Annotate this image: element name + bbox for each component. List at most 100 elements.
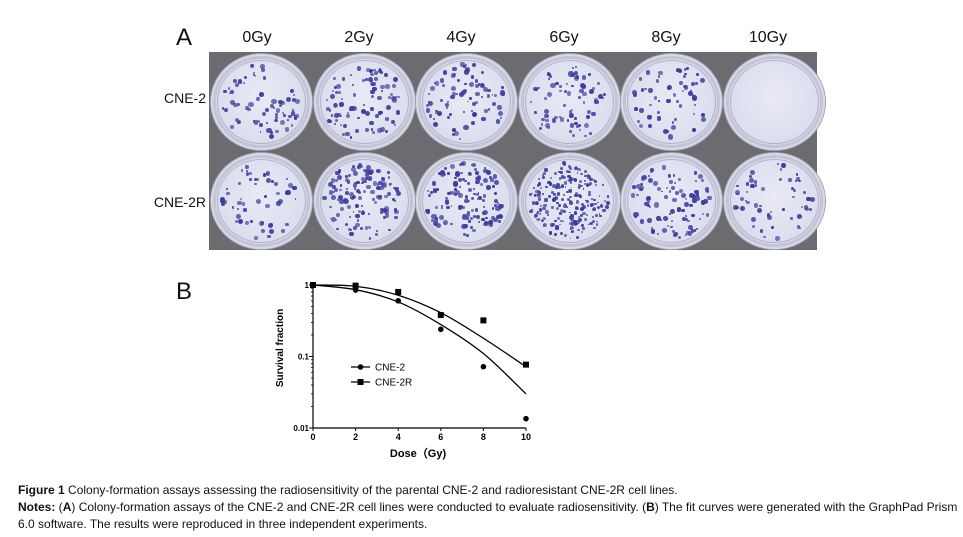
colony-dot bbox=[705, 190, 709, 193]
colony-dot bbox=[582, 205, 587, 210]
colony-dot bbox=[263, 194, 267, 198]
colony-dot bbox=[482, 194, 487, 198]
colony-dot bbox=[340, 97, 344, 101]
colony-dot bbox=[475, 215, 481, 220]
colony-dot bbox=[446, 106, 449, 109]
colony-dot bbox=[287, 114, 292, 119]
colony-dot bbox=[428, 193, 432, 197]
dose-header-8: 8Gy bbox=[651, 29, 681, 46]
colony-dot bbox=[260, 221, 265, 225]
colony-dot bbox=[750, 170, 756, 176]
colony-dot bbox=[632, 93, 637, 98]
colony-dot bbox=[285, 222, 289, 226]
colony-dot bbox=[559, 166, 564, 171]
colony-dot bbox=[550, 82, 556, 88]
colony-dot bbox=[576, 125, 580, 129]
colony-dot bbox=[581, 224, 585, 228]
colony-dot bbox=[384, 130, 388, 134]
y-tick-label: 1 bbox=[305, 281, 310, 290]
colony-dot bbox=[537, 87, 540, 90]
colony-dot bbox=[656, 110, 661, 115]
colony-dot bbox=[544, 217, 547, 220]
colony-dot bbox=[393, 123, 397, 127]
colony-dot bbox=[489, 172, 491, 175]
dish-cne-2-2gy bbox=[313, 54, 415, 150]
colony-dot bbox=[562, 220, 565, 223]
colony-dot bbox=[471, 164, 474, 167]
colony-dot bbox=[582, 101, 585, 104]
point-cne-2r bbox=[352, 282, 359, 289]
colony-dot bbox=[568, 178, 572, 183]
colony-dot bbox=[259, 122, 264, 128]
colony-dot bbox=[430, 85, 436, 91]
colony-dot bbox=[248, 102, 254, 108]
colony-dot bbox=[475, 83, 480, 88]
colony-dot bbox=[470, 74, 475, 79]
colony-dot bbox=[569, 237, 572, 240]
colony-dot bbox=[591, 111, 596, 117]
colony-dot bbox=[650, 227, 654, 230]
colony-dot bbox=[538, 197, 542, 201]
colony-dot bbox=[555, 82, 559, 86]
colony-dot bbox=[535, 211, 538, 214]
colony-dot bbox=[593, 178, 596, 182]
colony-dot bbox=[478, 196, 482, 200]
colony-dot bbox=[473, 168, 478, 172]
colony-dot bbox=[464, 67, 471, 73]
colony-dot bbox=[335, 212, 341, 218]
colony-dot bbox=[566, 190, 570, 194]
colony-dot bbox=[539, 212, 542, 216]
colony-dot bbox=[467, 199, 471, 203]
colony-dot bbox=[537, 191, 542, 195]
colony-dot bbox=[560, 171, 563, 174]
fit-curve-cne-2r bbox=[312, 284, 527, 368]
colony-dot bbox=[566, 179, 569, 182]
colony-dot bbox=[797, 214, 802, 220]
colony-dot bbox=[696, 73, 699, 76]
colony-dot bbox=[355, 222, 361, 228]
colony-dot bbox=[346, 113, 350, 118]
colony-dot bbox=[353, 171, 359, 177]
colony-dot bbox=[237, 200, 243, 206]
colony-dot bbox=[394, 187, 399, 192]
colony-dot bbox=[673, 181, 677, 185]
colony-dot bbox=[458, 177, 463, 182]
colony-dot bbox=[435, 111, 438, 114]
colony-dot bbox=[336, 198, 339, 201]
colony-dot bbox=[345, 131, 350, 137]
colony-dot bbox=[270, 103, 275, 108]
colony-dot bbox=[459, 205, 464, 210]
colony-dot bbox=[603, 199, 606, 202]
colony-dot bbox=[574, 167, 578, 171]
colony-dot bbox=[656, 116, 662, 121]
colony-dot bbox=[595, 183, 598, 186]
colony-dot bbox=[387, 176, 390, 179]
colony-dot bbox=[463, 124, 469, 130]
colony-dot bbox=[707, 195, 712, 201]
colony-dot bbox=[630, 193, 636, 198]
colony-dot bbox=[538, 127, 542, 131]
colony-dot bbox=[285, 178, 288, 181]
colony-dot bbox=[345, 178, 349, 183]
chart-axes: 0 2 4 6 8 10 0.01 0.1 1 bbox=[293, 281, 531, 442]
colony-dot bbox=[568, 189, 572, 193]
colony-dot bbox=[341, 77, 346, 81]
colony-dot bbox=[638, 123, 644, 128]
colony-dot bbox=[573, 177, 577, 181]
colony-dot bbox=[736, 192, 740, 196]
colony-dot bbox=[332, 190, 336, 194]
colony-dot bbox=[690, 81, 695, 86]
dish-cne-2-6gy bbox=[518, 54, 620, 150]
colony-dot bbox=[466, 212, 470, 217]
colony-dot bbox=[249, 63, 255, 69]
legend-marker-cne-2 bbox=[357, 364, 364, 370]
colony-dot bbox=[262, 76, 267, 81]
colony-dot bbox=[459, 185, 462, 189]
y-tick-label: 0.01 bbox=[293, 424, 309, 433]
colony-dot bbox=[338, 169, 342, 173]
colony-dot bbox=[348, 173, 352, 177]
colony-dot bbox=[590, 198, 594, 201]
colony-dot bbox=[766, 213, 770, 217]
colony-dot bbox=[345, 187, 348, 190]
colony-dot bbox=[391, 197, 396, 202]
